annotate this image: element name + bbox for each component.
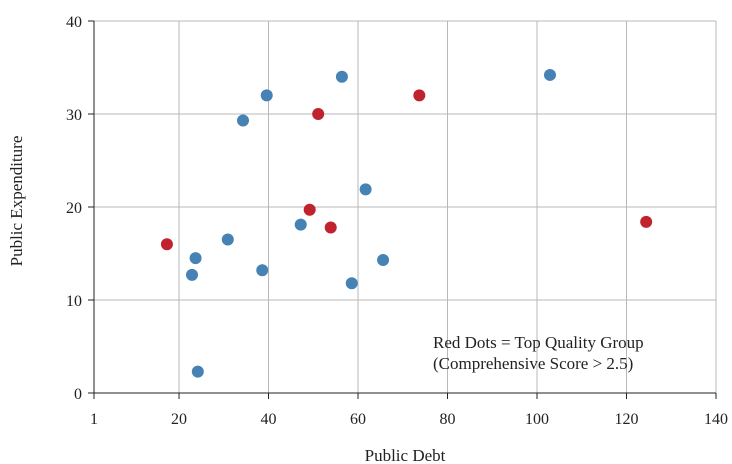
data-points xyxy=(160,68,653,378)
data-point xyxy=(237,114,250,127)
data-point xyxy=(221,233,234,246)
data-point xyxy=(345,277,358,290)
data-point xyxy=(191,365,204,378)
data-point-top-quality xyxy=(160,238,173,251)
y-tick-label: 20 xyxy=(66,200,82,217)
grid-lines xyxy=(94,20,717,393)
x-tick-label: 100 xyxy=(525,411,549,428)
x-tick-label: 40 xyxy=(261,411,277,428)
data-point xyxy=(260,89,273,102)
data-point xyxy=(543,68,556,81)
data-point xyxy=(185,268,198,281)
data-point-top-quality xyxy=(303,203,316,216)
y-tick-label: 30 xyxy=(66,107,82,124)
y-axis-title: Public Expenditure xyxy=(7,136,26,267)
x-tick-label: 80 xyxy=(440,411,456,428)
data-point xyxy=(335,70,348,83)
data-point-top-quality xyxy=(640,215,653,228)
y-axis-ticks: 0 10 20 30 40 xyxy=(66,14,94,403)
annotation-line-2: (Comprehensive Score > 2.5) xyxy=(433,354,633,373)
data-point xyxy=(377,254,390,267)
data-point-top-quality xyxy=(413,89,426,102)
y-tick-label: 10 xyxy=(66,293,82,310)
data-point xyxy=(189,252,202,265)
x-axis-ticks: 1 20 40 60 80 100 120 140 xyxy=(90,393,728,428)
x-tick-label: 140 xyxy=(704,411,728,428)
data-point-top-quality xyxy=(324,221,337,234)
data-point-top-quality xyxy=(312,108,325,120)
y-tick-label: 40 xyxy=(66,14,82,31)
x-axis-title: Public Debt xyxy=(365,446,446,464)
data-point xyxy=(359,183,372,196)
annotation-line-1: Red Dots = Top Quality Group xyxy=(433,333,644,352)
x-tick-label: 120 xyxy=(615,411,639,428)
x-tick-label: 60 xyxy=(350,411,366,428)
data-point xyxy=(256,264,269,277)
x-tick-label: 1 xyxy=(90,411,98,428)
data-point xyxy=(294,218,307,231)
x-tick-label: 20 xyxy=(171,411,187,428)
y-tick-label: 0 xyxy=(74,386,82,403)
